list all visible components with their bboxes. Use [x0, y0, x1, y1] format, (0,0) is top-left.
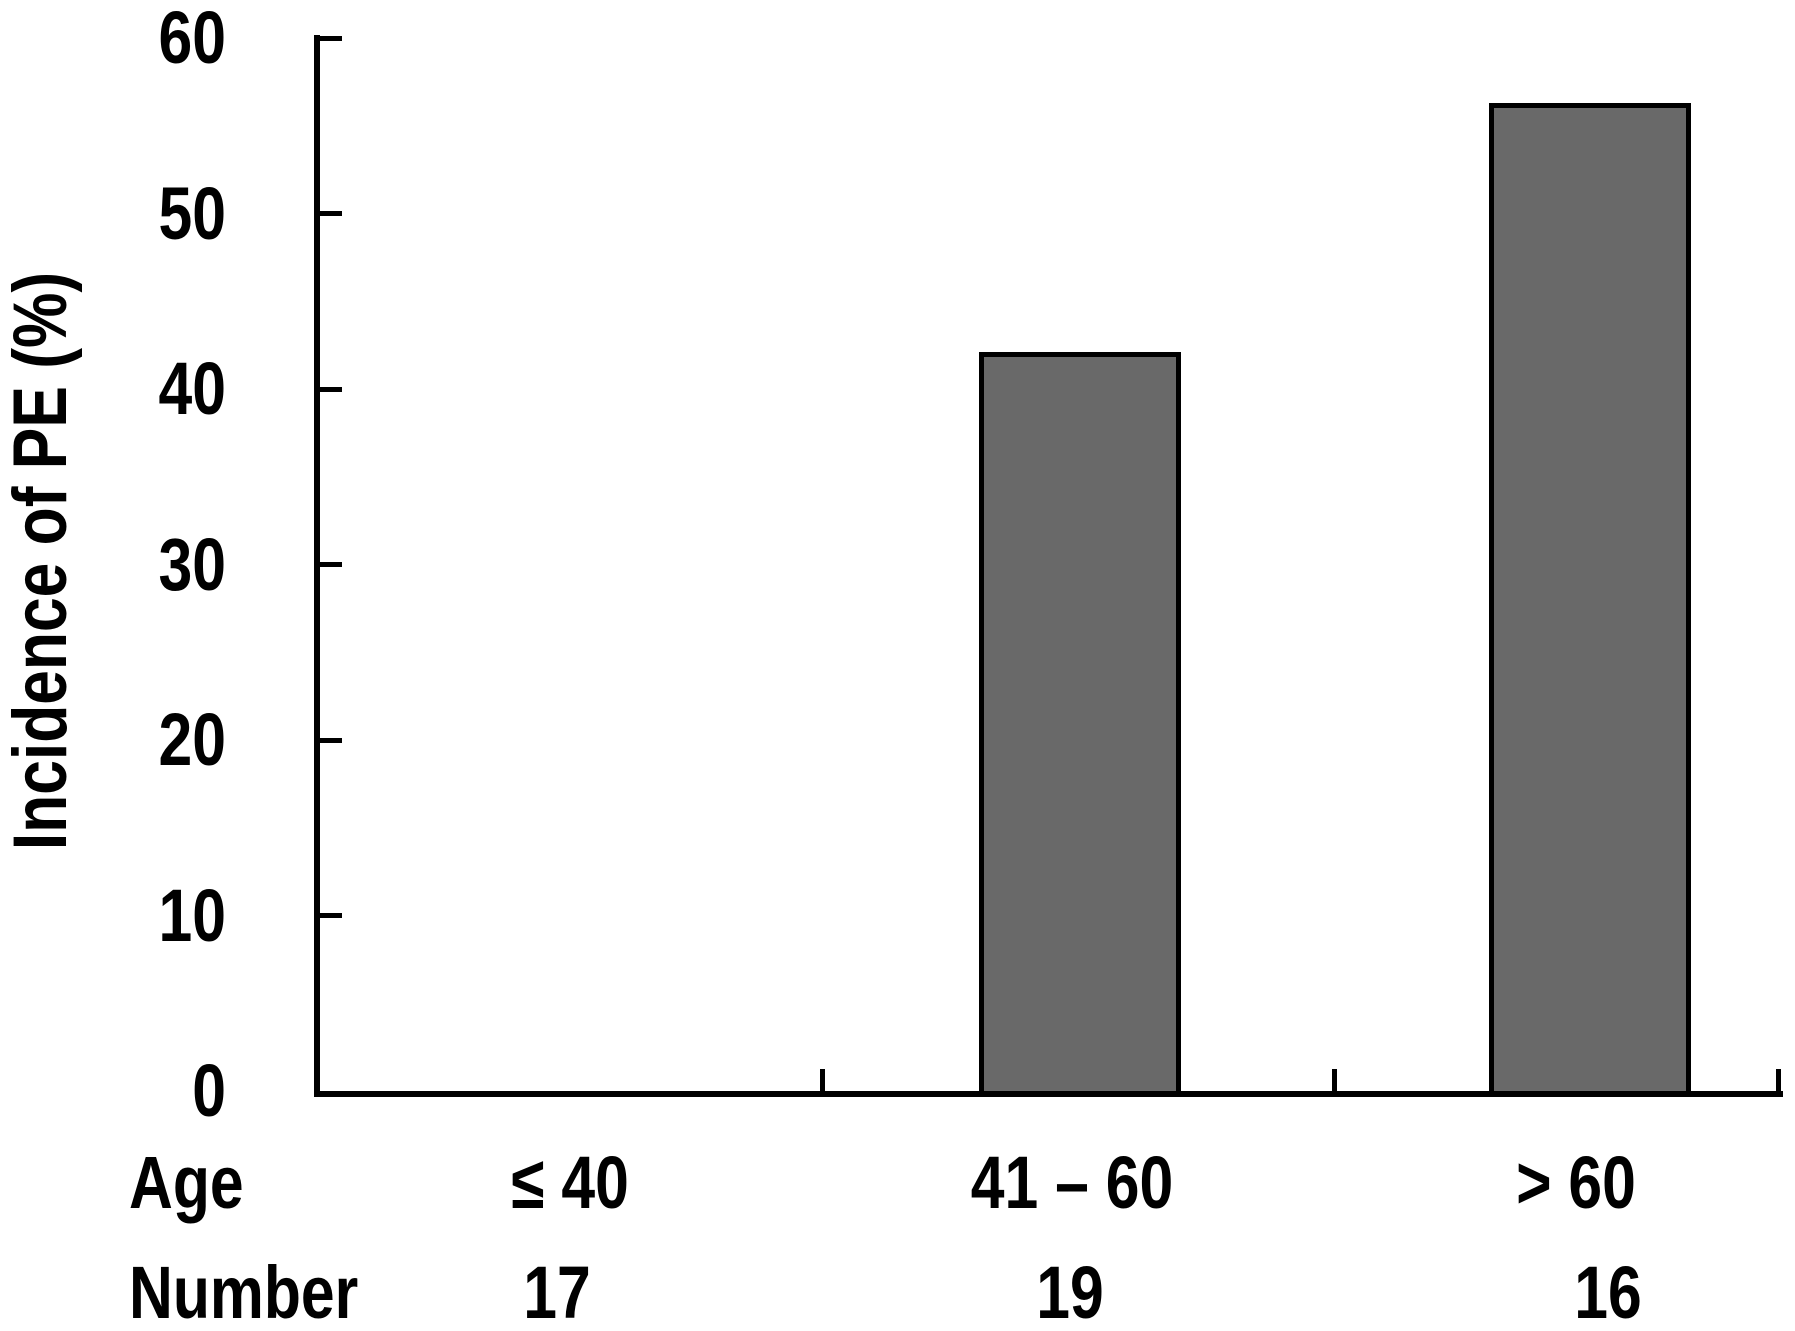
- y-tick-label: 40: [158, 347, 226, 430]
- y-axis-line: [314, 35, 320, 1097]
- y-tick-label: 0: [192, 1049, 226, 1132]
- category-label-1: ≤ 40: [511, 1141, 629, 1224]
- x-axis-line: [314, 1091, 1783, 1097]
- x-tick-mark: [819, 1069, 825, 1091]
- y-tick-mark: [320, 386, 342, 392]
- y-tick-mark: [320, 562, 342, 567]
- y-tick-label: 20: [158, 698, 226, 781]
- number-value-3: 16: [1574, 1251, 1642, 1331]
- number-value-2: 19: [1036, 1251, 1104, 1331]
- age-row-label: Age: [129, 1141, 244, 1224]
- number-value-1: 17: [523, 1251, 591, 1331]
- y-tick-mark: [320, 35, 342, 41]
- y-tick-mark: [320, 211, 342, 216]
- category-label-2: 41 – 60: [970, 1141, 1174, 1224]
- x-tick-mark: [1775, 1069, 1781, 1091]
- y-tick-mark: [320, 737, 342, 743]
- y-tick-label: 50: [158, 171, 226, 255]
- number-row-label: Number: [129, 1251, 359, 1331]
- bar-2: [979, 352, 1181, 1091]
- y-tick-label: 30: [158, 522, 226, 606]
- x-tick-mark: [1331, 1069, 1337, 1091]
- y-tick-label: 60: [158, 0, 226, 79]
- category-label-3: > 60: [1516, 1141, 1636, 1224]
- bar-3: [1489, 103, 1691, 1091]
- y-tick-label: 10: [158, 873, 226, 957]
- y-tick-mark: [320, 913, 342, 918]
